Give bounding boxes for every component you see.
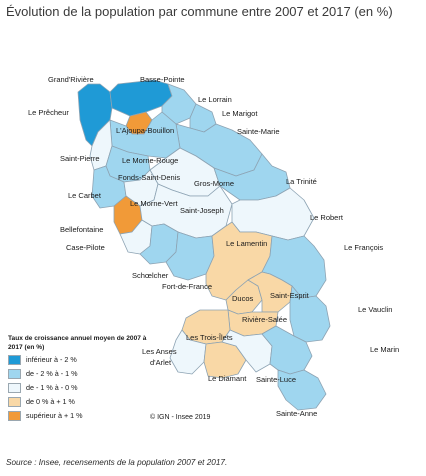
source-note: Source : Insee, recensements de la popul… — [6, 458, 228, 467]
label-le-marigot: Le Marigot — [222, 109, 258, 118]
label-lajoupa-bouillon: L'Ajoupa-Bouillon — [116, 126, 174, 135]
label-saint-pierre: Saint-Pierre — [60, 154, 100, 163]
label-le-vauclin: Le Vauclin — [358, 305, 392, 314]
label-fonds-saint-denis: Fonds-Saint-Denis — [118, 173, 180, 182]
legend-label: inférieur à - 2 % — [26, 355, 77, 364]
legend-label: supérieur à + 1 % — [26, 411, 83, 420]
legend-label: de 0 % à + 1 % — [26, 397, 75, 406]
label-basse-pointe: Basse-Pointe — [140, 75, 185, 84]
label-les-anses-line1: Les Anses — [142, 347, 177, 356]
legend-item: supérieur à + 1 % — [8, 409, 148, 422]
legend-swatch — [8, 354, 21, 365]
legend-label: de - 1 % à - 0 % — [26, 383, 78, 392]
legend-swatch — [8, 382, 21, 393]
legend-item: de - 2 % à - 1 % — [8, 367, 148, 380]
label-le-carbet: Le Carbet — [68, 191, 102, 200]
label-les-anses-line2: d'Arlet — [150, 358, 172, 367]
label-le-precheur: Le Prêcheur — [28, 108, 69, 117]
map-legend: Taux de croissance annuel moyen de 2007 … — [8, 334, 148, 422]
legend-item: de - 1 % à - 0 % — [8, 381, 148, 394]
label-bellefontaine: Bellefontaine — [60, 225, 103, 234]
label-sainte-luce: Sainte-Luce — [256, 375, 296, 384]
label-gros-morne: Gros-Morne — [194, 179, 234, 188]
label-fort-de-france: Fort-de-France — [162, 282, 212, 291]
label-case-pilote: Case-Pilote — [66, 243, 105, 252]
label-grand-riviere: Grand'Rivière — [48, 75, 94, 84]
label-le-morne-vert: Le Morne-Vert — [130, 199, 178, 208]
label-sainte-marie: Sainte-Marie — [237, 127, 280, 136]
label-le-marin: Le Marin — [370, 345, 399, 354]
legend-label: de - 2 % à - 1 % — [26, 369, 78, 378]
label-le-francois: Le François — [344, 243, 383, 252]
label-le-diamant: Le Diamant — [208, 374, 247, 383]
legend-item: de 0 % à + 1 % — [8, 395, 148, 408]
label-saint-joseph: Saint-Joseph — [180, 206, 224, 215]
map-title: Évolution de la population par commune e… — [6, 4, 393, 19]
label-ducos: Ducos — [232, 294, 254, 303]
label-sainte-anne: Sainte-Anne — [276, 409, 317, 418]
copyright-notice: © IGN - Insee 2019 — [150, 414, 211, 421]
legend-swatch — [8, 410, 21, 421]
legend-swatch — [8, 396, 21, 407]
legend-swatch — [8, 368, 21, 379]
commune-le-vauclin — [289, 285, 331, 343]
label-le-robert: Le Robert — [310, 213, 344, 222]
label-schoelcher: Schœlcher — [132, 271, 169, 280]
label-la-trinite: La Trinité — [286, 177, 317, 186]
legend-item: inférieur à - 2 % — [8, 353, 148, 366]
commune-sainte-anne — [277, 369, 327, 411]
label-le-lamentin: Le Lamentin — [226, 239, 267, 248]
label-le-lorrain: Le Lorrain — [198, 95, 232, 104]
label-riviere-salee: Rivière-Salée — [242, 315, 287, 324]
commune-labels: Grand'Rivière Basse-Pointe Le Prêcheur L… — [28, 75, 399, 418]
legend-title: Taux de croissance annuel moyen de 2007 … — [8, 335, 147, 351]
label-morne-rouge: Le Morne-Rouge — [122, 156, 178, 165]
label-saint-esprit: Saint-Esprit — [270, 291, 310, 300]
label-les-trois-ilets: Les Trois-Îlets — [186, 333, 233, 342]
